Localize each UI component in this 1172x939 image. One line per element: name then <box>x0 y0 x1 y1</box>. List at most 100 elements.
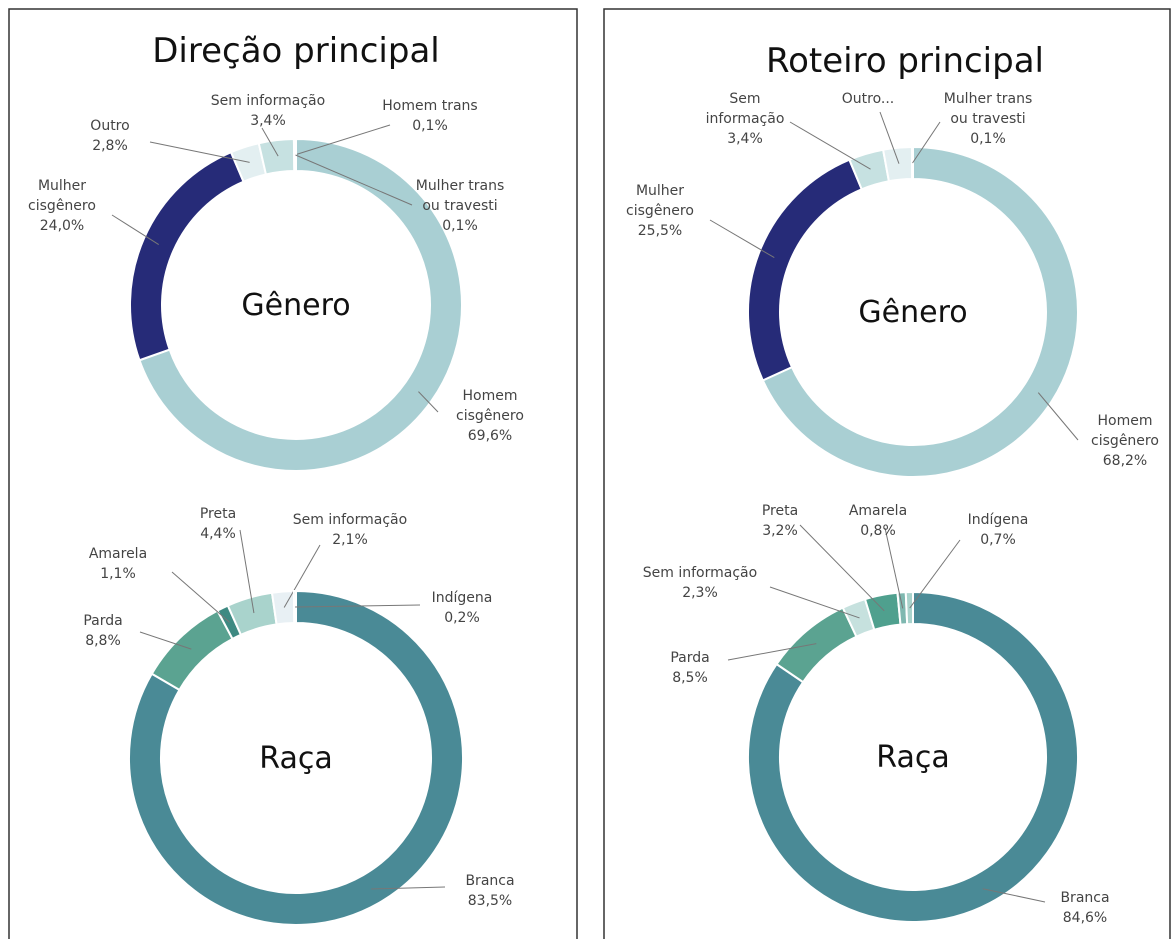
label-line: Parda <box>83 613 122 629</box>
label-line: Outro <box>90 118 129 134</box>
segment-label: Homem trans <box>382 98 477 114</box>
donut-segment <box>910 145 914 181</box>
leader-line <box>799 524 885 612</box>
segment-label: Mulher trans ou travesti <box>416 178 505 214</box>
label-line: Sem informação <box>293 512 407 528</box>
label-line: ou travesti <box>422 198 497 214</box>
panel-title: Roteiro principal <box>766 41 1044 81</box>
segment-value-label: 0,8% <box>860 523 896 539</box>
segment-value-label: 3,4% <box>727 131 763 147</box>
label-line: Preta <box>200 506 236 522</box>
segment-label: Branca <box>465 873 514 889</box>
segment-value-label: 0,2% <box>444 610 480 626</box>
segment-label: Homem cisgênero <box>1091 413 1159 449</box>
label-line: Parda <box>670 650 709 666</box>
leader-line <box>371 886 446 890</box>
leader-line <box>283 544 321 608</box>
segment-label: Preta <box>200 506 236 522</box>
leader-line <box>912 121 941 164</box>
label-line: Outro... <box>842 91 895 107</box>
segment-label: Mulher cisgênero <box>28 178 96 214</box>
label-line: informação <box>706 111 785 127</box>
leader-line <box>171 571 230 623</box>
segment-label: Homem cisgênero <box>456 388 524 424</box>
segment-value-label: 2,3% <box>682 585 718 601</box>
segment-value-label: 68,2% <box>1103 453 1147 469</box>
label-line: Branca <box>1060 890 1109 906</box>
segment-label: Indígena <box>968 512 1029 528</box>
segment-value-label: 3,4% <box>250 113 286 129</box>
segment-label: Parda <box>670 650 709 666</box>
leader-line <box>727 643 817 661</box>
segment-label: Mulher cisgênero <box>626 183 694 219</box>
leader-line <box>295 154 413 206</box>
leader-line <box>884 527 904 609</box>
label-line: Indígena <box>968 512 1029 528</box>
donut-center-label: Gênero <box>241 288 350 323</box>
donut-segment <box>150 609 234 692</box>
donut-center-label: Gênero <box>858 295 967 330</box>
donut-segment <box>293 137 297 173</box>
leader-line <box>294 124 391 156</box>
segment-label: Sem informação <box>706 91 785 127</box>
donut-center-label: Raça <box>259 741 332 776</box>
donut-segment <box>292 589 297 625</box>
segment-value-label: 0,7% <box>980 532 1016 548</box>
segment-value-label: 24,0% <box>40 218 84 234</box>
segment-value-label: 8,8% <box>85 633 121 649</box>
leader-line <box>139 631 192 650</box>
label-line: cisgênero <box>626 203 694 219</box>
segment-label: Outro... <box>842 91 895 107</box>
leader-line <box>789 121 871 170</box>
segment-label: Indígena <box>432 590 493 606</box>
segment-value-label: 0,1% <box>970 131 1006 147</box>
leader-line <box>909 539 961 609</box>
label-line: Sem <box>729 91 760 107</box>
segment-label: Mulher trans ou travesti <box>944 91 1033 127</box>
leader-line <box>261 127 279 157</box>
segment-value-label: 1,1% <box>100 566 136 582</box>
label-line: Preta <box>762 503 798 519</box>
segment-label: Preta <box>762 503 798 519</box>
label-line: Indígena <box>432 590 493 606</box>
segment-label: Amarela <box>89 546 147 562</box>
label-line: Mulher <box>38 178 86 194</box>
donut-segment <box>138 137 463 472</box>
segment-label: Sem informação <box>293 512 407 528</box>
panel-border <box>8 8 578 939</box>
leader-line <box>149 141 250 163</box>
donut-segment <box>747 158 864 382</box>
segment-value-label: 4,4% <box>200 526 236 542</box>
leader-line <box>418 391 439 413</box>
label-line: Homem <box>463 388 518 404</box>
leader-line <box>295 604 421 608</box>
label-line: cisgênero <box>456 408 524 424</box>
label-line: Sem informação <box>643 565 757 581</box>
leader-line <box>1037 392 1079 441</box>
label-line: cisgênero <box>28 198 96 214</box>
donut-segment <box>761 145 1079 478</box>
donut-segment <box>881 145 914 183</box>
segment-label: Branca <box>1060 890 1109 906</box>
segment-label: Outro <box>90 118 129 134</box>
label-line: Homem trans <box>382 98 477 114</box>
leader-line <box>982 888 1046 903</box>
segment-value-label: 0,1% <box>442 218 478 234</box>
leader-line <box>111 214 159 245</box>
donut-segment <box>904 590 914 626</box>
segment-label: Amarela <box>849 503 907 519</box>
leader-line <box>709 219 775 259</box>
segment-value-label: 0,1% <box>412 118 448 134</box>
segment-value-label: 8,5% <box>672 670 708 686</box>
leader-line <box>769 586 860 619</box>
segment-value-label: 83,5% <box>468 893 512 909</box>
donut-segment <box>747 590 1079 923</box>
label-line: Amarela <box>849 503 907 519</box>
segment-value-label: 25,5% <box>638 223 682 239</box>
segment-label: Sem informação <box>643 565 757 581</box>
donut-segment <box>128 589 464 926</box>
label-line: Mulher trans <box>944 91 1033 107</box>
donut-segment <box>129 150 245 362</box>
label-line: Branca <box>465 873 514 889</box>
